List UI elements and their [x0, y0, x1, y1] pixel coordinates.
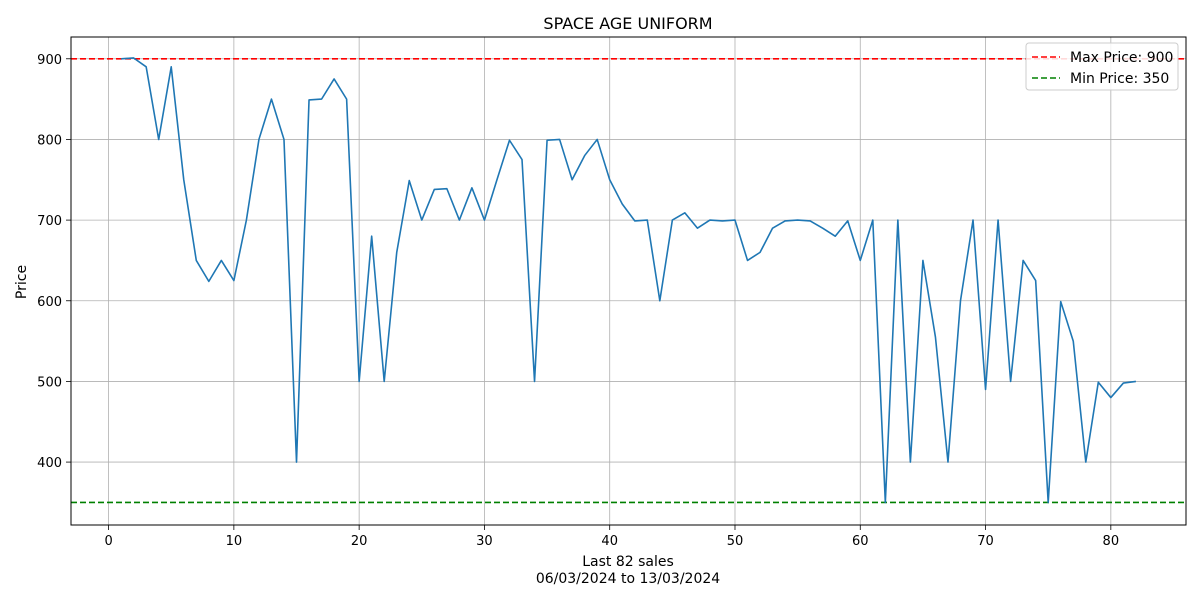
x-tick-label: 0: [104, 534, 112, 549]
x-tick-label: 60: [852, 534, 869, 549]
legend-label-max: Max Price: 900: [1070, 50, 1173, 66]
y-tick-label: 500: [37, 375, 62, 390]
reference-lines: [71, 57, 1186, 504]
x-tick-label: 80: [1103, 534, 1120, 549]
y-tick-label: 400: [37, 456, 62, 471]
x-tick-label: 50: [727, 534, 744, 549]
price-series: [121, 57, 1136, 504]
x-tick-label: 70: [977, 534, 994, 549]
y-tick-label: 800: [37, 133, 62, 148]
y-tick-label: 600: [37, 295, 62, 310]
x-tick-label: 10: [226, 534, 243, 549]
x-tick-label: 40: [601, 534, 618, 549]
plot-frame: [70, 36, 1187, 526]
x-axis-ticks: 0 10 20 30 40 50 60 70 80: [104, 525, 1119, 549]
y-tick-label: 700: [37, 214, 62, 229]
x-tick-label: 30: [476, 534, 493, 549]
y-axis-ticks: 400 500 600 700 800 900: [37, 53, 71, 471]
legend-box: [1025, 42, 1179, 91]
y-axis-label: Price: [14, 265, 30, 299]
x-axis-sublabel: 06/03/2024 to 13/03/2024: [536, 571, 720, 587]
chart-title: SPACE AGE UNIFORM: [543, 14, 712, 33]
y-tick-label: 900: [37, 53, 62, 68]
x-tick-label: 20: [351, 534, 368, 549]
legend-label-min: Min Price: 350: [1070, 71, 1169, 87]
grid-lines: [71, 37, 1186, 525]
legend: Max Price: 900 Min Price: 350: [1025, 42, 1179, 91]
x-axis-label: Last 82 sales: [582, 554, 674, 570]
price-series-line: [121, 57, 1136, 504]
